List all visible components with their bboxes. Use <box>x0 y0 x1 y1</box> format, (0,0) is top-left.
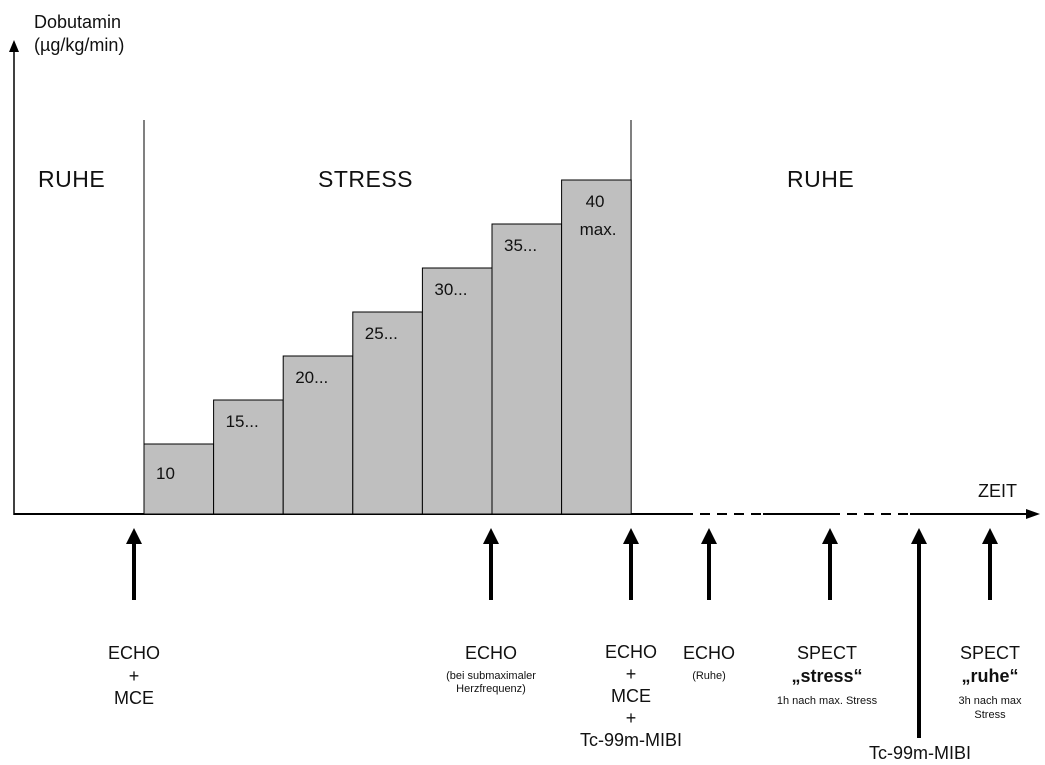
event-echo-mce-line3: MCE <box>104 687 164 710</box>
dose-step-label-3: 20... <box>295 368 328 388</box>
event-tc-injection: Tc-99m-MIBI <box>858 742 982 765</box>
dose-step-label-4: 25... <box>365 324 398 344</box>
event-echo-submax: ECHO (bei submaximaler Herzfrequenz) <box>431 642 551 697</box>
dose-step-label-6: 35... <box>504 236 537 256</box>
event-echo-submax-note1: (bei submaximaler <box>431 670 551 684</box>
arrowhead-echo-mce-tc <box>623 528 639 544</box>
event-spect-rest-line1: SPECT <box>950 642 1030 665</box>
dose-step-bar-1 <box>144 444 214 514</box>
y-axis-label: Dobutamin (µg/kg/min) <box>34 11 124 56</box>
arrowhead-echo-rest <box>701 528 717 544</box>
x-axis-arrowhead <box>1026 509 1040 519</box>
dose-step-bar-6 <box>492 224 562 514</box>
event-echo-mce-tc-line4: + <box>566 708 696 730</box>
phase-label-rest-before: RUHE <box>38 165 105 194</box>
event-echo-rest-note1: (Ruhe) <box>674 670 744 684</box>
arrowhead-echo-mce <box>126 528 142 544</box>
dose-step-sub-7: max. <box>574 220 617 240</box>
event-tc-injection-line1: Tc-99m-MIBI <box>858 742 982 765</box>
event-echo-submax-line1: ECHO <box>431 642 551 665</box>
dose-step-value-4: 25... <box>365 324 398 344</box>
dose-step-label-5: 30... <box>434 280 467 300</box>
arrowhead-echo-submax <box>483 528 499 544</box>
dose-step-label-1: 10 <box>156 464 175 484</box>
y-axis-label-line2: (µg/kg/min) <box>34 34 124 57</box>
arrowhead-spect-stress <box>822 528 838 544</box>
dose-step-value-2: 15... <box>226 412 259 432</box>
event-spect-rest-line2: „ruhe“ <box>950 665 1030 688</box>
event-spect-stress-line2: „stress“ <box>752 665 902 688</box>
event-spect-rest-note2: Stress <box>950 709 1030 723</box>
event-echo-rest-line1: ECHO <box>674 642 744 665</box>
dose-step-label-2: 15... <box>226 412 259 432</box>
dose-step-value-5: 30... <box>434 280 467 300</box>
x-axis-label: ZEIT <box>978 480 1017 503</box>
event-echo-mce: ECHO + MCE <box>104 642 164 710</box>
dose-step-value-7: 40 <box>574 192 617 212</box>
event-echo-mce-line1: ECHO <box>104 642 164 665</box>
event-spect-stress-line1: SPECT <box>752 642 902 665</box>
event-spect-rest-note1: 3h nach max <box>950 695 1030 709</box>
event-echo-mce-tc-line3: MCE <box>566 686 696 708</box>
y-axis-arrowhead <box>9 40 19 52</box>
event-echo-submax-note2: Herzfrequenz) <box>431 683 551 697</box>
y-axis-label-line1: Dobutamin <box>34 11 124 34</box>
event-echo-mce-line2: + <box>104 665 164 688</box>
phase-label-rest-after: RUHE <box>787 165 854 194</box>
phase-label-stress: STRESS <box>318 165 413 194</box>
event-spect-stress: SPECT „stress“ 1h nach max. Stress <box>752 642 902 709</box>
event-spect-stress-note1: 1h nach max. Stress <box>752 695 902 709</box>
dose-step-value-3: 20... <box>295 368 328 388</box>
event-spect-rest: SPECT „ruhe“ 3h nach max Stress <box>950 642 1030 723</box>
arrowhead-tc-injection <box>911 528 927 544</box>
dose-step-value-6: 35... <box>504 236 537 256</box>
dose-step-bar-5 <box>422 268 492 514</box>
dose-steps <box>144 180 631 514</box>
dose-step-label-7: 40 max. <box>574 192 617 241</box>
event-echo-rest: ECHO (Ruhe) <box>674 642 744 683</box>
event-echo-mce-tc-line5: Tc-99m-MIBI <box>566 730 696 752</box>
dose-step-value-1: 10 <box>156 464 175 484</box>
arrowhead-spect-rest <box>982 528 998 544</box>
